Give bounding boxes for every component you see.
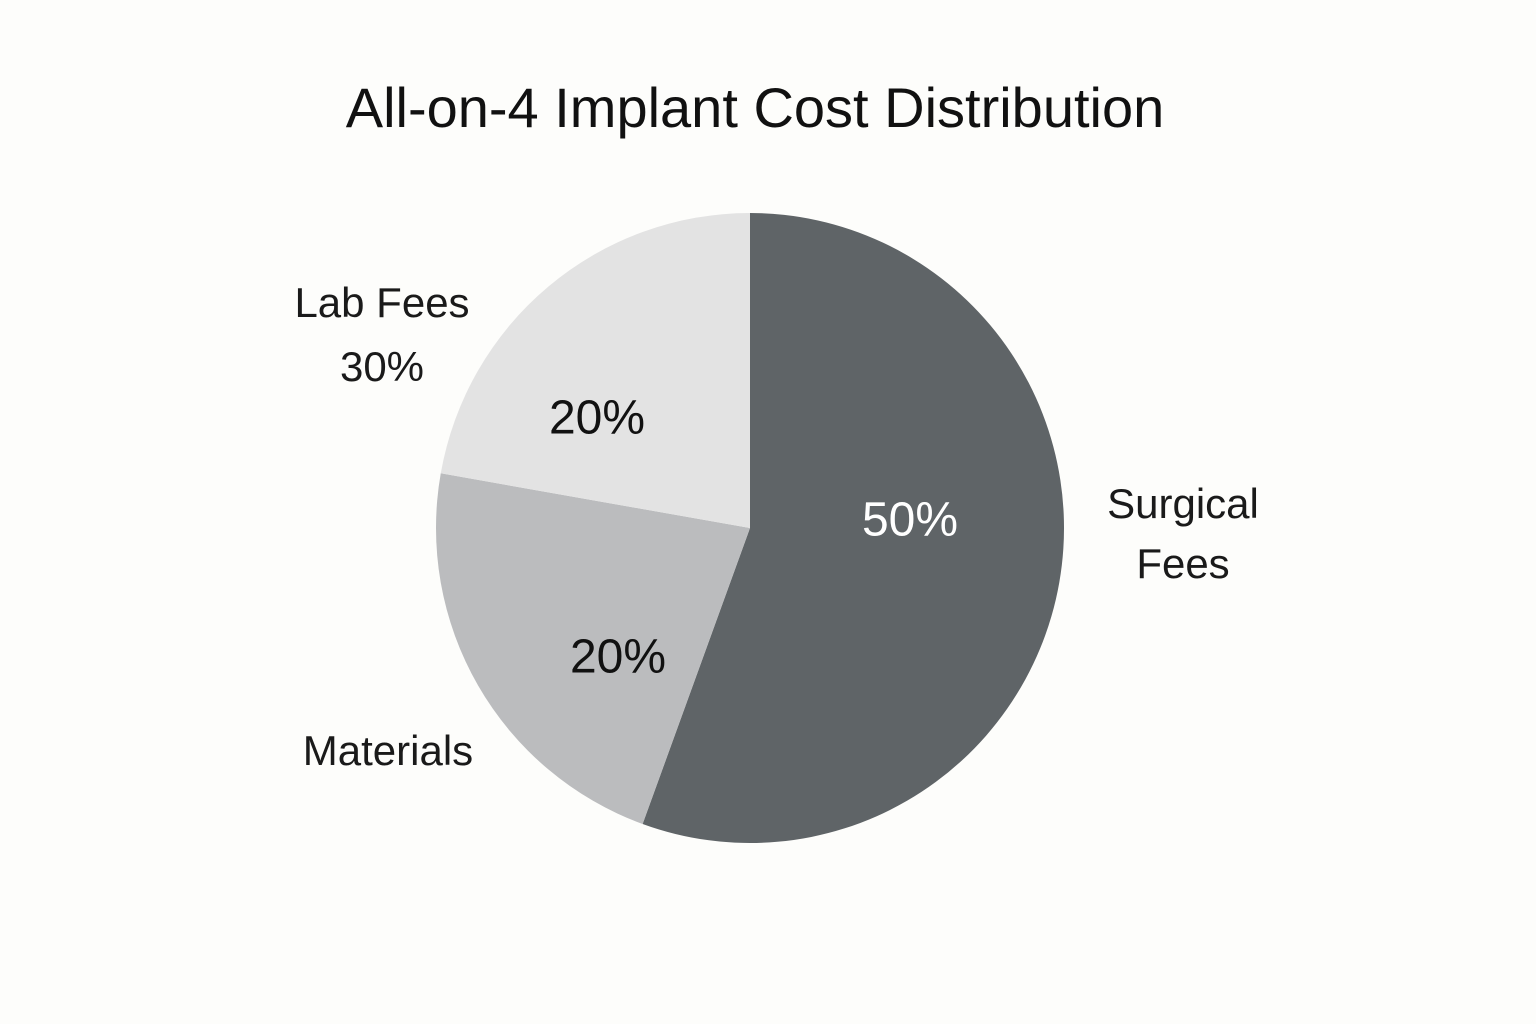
slice-value-label: 20% (549, 392, 645, 445)
slice-label-line: Fees (1136, 540, 1229, 587)
slice-label-line: Materials (303, 727, 473, 774)
slice-label-line: 30% (340, 343, 424, 390)
pie-slice-lab-fees (440, 213, 750, 528)
slice-value-labels: 50% 20% 20% (549, 392, 958, 684)
chart-title: All-on-4 Implant Cost Distribution (346, 76, 1165, 139)
slice-label-line: Lab Fees (294, 279, 469, 326)
slice-value-label: 50% (862, 494, 958, 547)
pie-slice-materials (436, 473, 750, 824)
slice-category-label: Materials (303, 727, 473, 774)
slice-label-line: Surgical (1107, 480, 1259, 527)
slice-category-label: Surgical Fees (1107, 480, 1259, 587)
pie-slice-surgical-fees (642, 213, 1065, 843)
pie-slices (436, 213, 1065, 843)
slice-category-labels: Surgical Fees Materials Lab Fees 30% (294, 279, 1258, 774)
slice-category-label: Lab Fees 30% (294, 279, 469, 390)
slice-value-label: 20% (570, 631, 666, 684)
